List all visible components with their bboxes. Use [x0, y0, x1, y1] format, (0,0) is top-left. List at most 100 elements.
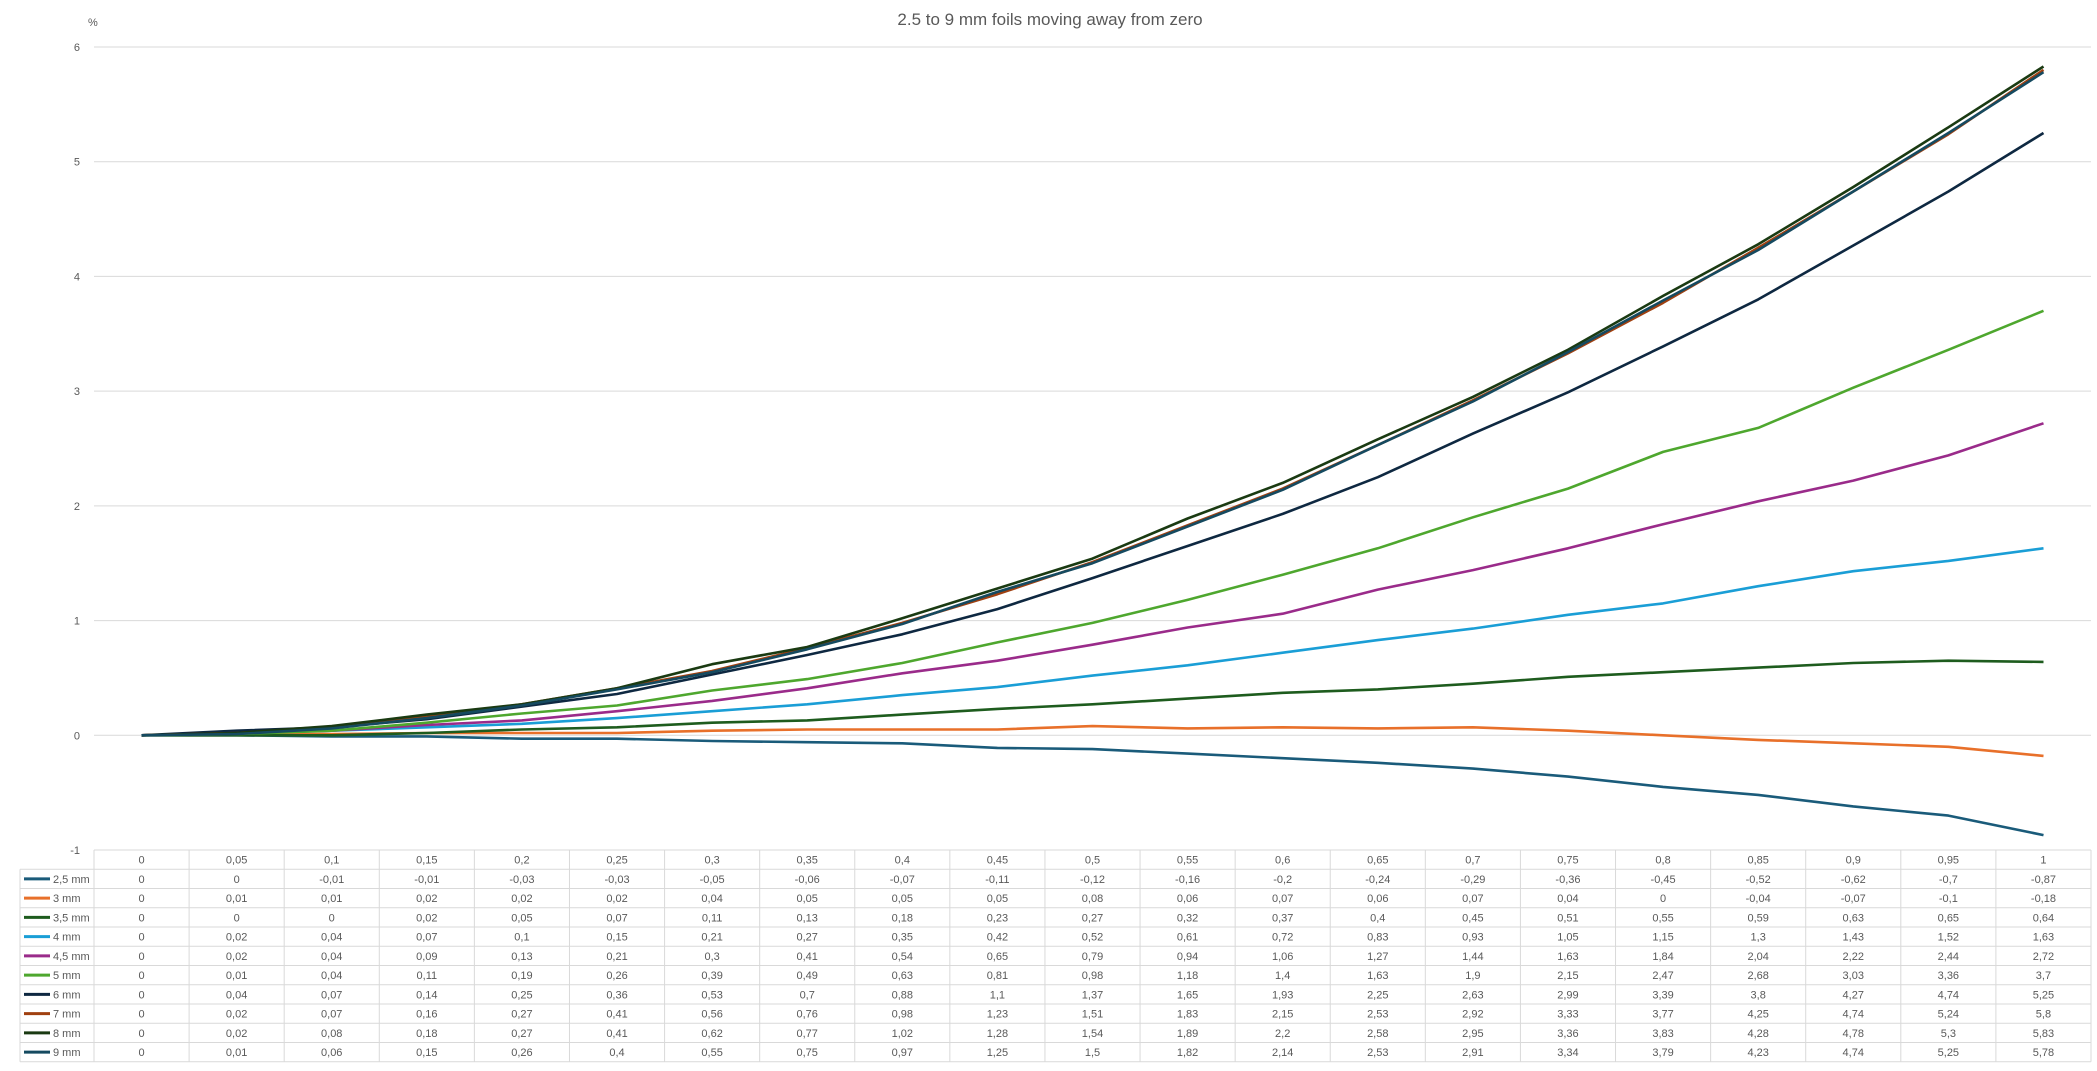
data-label: 1,83 — [1177, 1009, 1198, 1021]
data-label: 0,08 — [321, 1028, 342, 1040]
data-label: 0,02 — [226, 932, 247, 944]
data-label: 0,35 — [892, 932, 913, 944]
data-label: 0,07 — [1462, 893, 1483, 905]
data-label: 0,07 — [321, 989, 342, 1001]
data-label: 3,03 — [1843, 970, 1864, 982]
x-tick-label: 0,7 — [1465, 855, 1480, 867]
data-label: 0,41 — [606, 1009, 627, 1021]
data-label: 2,47 — [1652, 970, 1673, 982]
data-label: -0,07 — [1841, 893, 1866, 905]
x-tick-label: 0,55 — [1177, 855, 1198, 867]
data-label: 0,98 — [1082, 970, 1103, 982]
data-label: 0,02 — [416, 912, 437, 924]
data-label: -0,16 — [1175, 874, 1200, 886]
y-axis-tick-labels: -1 0 1 2 3 4 5 6 — [70, 42, 80, 857]
x-tick-label: 0,35 — [797, 855, 818, 867]
data-label: 4,28 — [1747, 1028, 1768, 1040]
data-label: 0,04 — [701, 893, 722, 905]
data-label: 2,92 — [1462, 1009, 1483, 1021]
data-label: 3,77 — [1652, 1009, 1673, 1021]
data-label: 0,21 — [606, 951, 627, 963]
legend-label: 2,5 mm — [53, 874, 90, 886]
data-label: 2,15 — [1272, 1009, 1293, 1021]
x-tick-label: 0,5 — [1085, 855, 1100, 867]
data-label: 5,83 — [2033, 1028, 2054, 1040]
data-label: -0,11 — [985, 874, 1009, 886]
data-label: 1,63 — [1367, 970, 1388, 982]
data-label: 0,05 — [987, 893, 1008, 905]
x-tick-label: 0,1 — [324, 855, 339, 867]
data-label: 0,49 — [797, 970, 818, 982]
data-label: 4,74 — [1843, 1047, 1864, 1059]
series-line — [141, 724, 2044, 758]
data-label: 3,7 — [2036, 970, 2051, 982]
data-label: 0,02 — [511, 893, 532, 905]
data-label: 0,3 — [704, 951, 719, 963]
data-label: 2,99 — [1557, 989, 1578, 1001]
data-label: -0,24 — [1365, 874, 1390, 886]
data-label: 0,41 — [797, 951, 818, 963]
data-label: -0,07 — [890, 874, 915, 886]
y-tick-label: 6 — [74, 42, 80, 54]
data-label: 0,45 — [1462, 912, 1483, 924]
data-label: 2,14 — [1272, 1047, 1293, 1059]
legend-label: 3,5 mm — [53, 912, 90, 924]
data-label: 0,98 — [892, 1009, 913, 1021]
data-label: 1,63 — [2033, 932, 2054, 944]
data-label: 0 — [138, 912, 144, 924]
data-label: 0,02 — [416, 893, 437, 905]
data-label: 0 — [329, 912, 335, 924]
x-tick-label: 0,9 — [1846, 855, 1861, 867]
data-label: 0,62 — [701, 1028, 722, 1040]
data-label: 2,91 — [1462, 1047, 1483, 1059]
data-label: 0,01 — [321, 893, 342, 905]
data-label: 0,1 — [514, 932, 529, 944]
data-label: -0,12 — [1080, 874, 1105, 886]
data-label: 2,95 — [1462, 1028, 1483, 1040]
data-label: 5,25 — [2033, 989, 2054, 1001]
data-label: 2,25 — [1367, 989, 1388, 1001]
data-label: 0,72 — [1272, 932, 1293, 944]
x-tick-label: 0 — [138, 855, 144, 867]
data-label: 0 — [138, 970, 144, 982]
data-label: 1,18 — [1177, 970, 1198, 982]
data-label: -0,04 — [1746, 893, 1771, 905]
data-label: 0,4 — [1370, 912, 1385, 924]
data-label: 2,04 — [1747, 951, 1768, 963]
data-label: 1,37 — [1082, 989, 1103, 1001]
data-label: 0,27 — [511, 1028, 532, 1040]
data-label: 0 — [138, 1047, 144, 1059]
data-label: 0,27 — [797, 932, 818, 944]
data-label: 0,65 — [987, 951, 1008, 963]
legend-label: 5 mm — [53, 970, 81, 982]
data-label: 1,65 — [1177, 989, 1198, 1001]
data-label: 1,02 — [892, 1028, 913, 1040]
y-tick-label: 5 — [74, 157, 80, 169]
data-label: 0,64 — [2033, 912, 2054, 924]
data-label: 0,05 — [797, 893, 818, 905]
data-label: 0 — [1660, 893, 1666, 905]
data-label: 0,59 — [1747, 912, 1768, 924]
data-label: 3,8 — [1751, 989, 1766, 1001]
data-label: 0,07 — [321, 1009, 342, 1021]
data-label: 0,04 — [1557, 893, 1578, 905]
legend-label: 3 mm — [53, 893, 81, 905]
data-label: 0,07 — [1272, 893, 1293, 905]
y-tick-label: 0 — [74, 730, 80, 742]
data-label: 4,23 — [1747, 1047, 1768, 1059]
data-label: 0 — [138, 893, 144, 905]
data-label: 0,55 — [1652, 912, 1673, 924]
legend-label: 7 mm — [53, 1009, 81, 1021]
series-line — [141, 547, 2044, 737]
data-label: 3,79 — [1652, 1047, 1673, 1059]
data-label: 0,01 — [226, 1047, 247, 1059]
data-label: 0,06 — [321, 1047, 342, 1059]
data-label: 1,3 — [1751, 932, 1766, 944]
data-label: 0,18 — [892, 912, 913, 924]
data-label: 1,84 — [1652, 951, 1673, 963]
data-label: 1,51 — [1082, 1009, 1103, 1021]
data-label: 1,05 — [1557, 932, 1578, 944]
data-label: 3,36 — [1557, 1028, 1578, 1040]
data-label: 0,55 — [701, 1047, 722, 1059]
